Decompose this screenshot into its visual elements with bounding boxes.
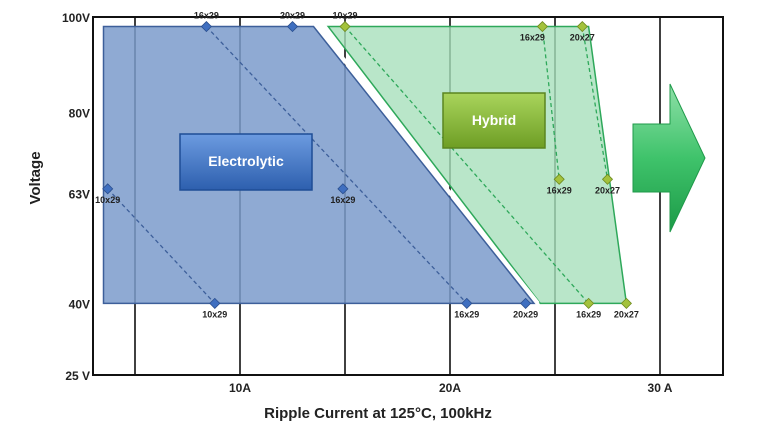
guide-line (205, 26, 468, 304)
data-point-marker (200, 20, 212, 33)
data-point-marker (209, 297, 221, 309)
data-points (102, 20, 632, 309)
y-tick-label: 100V (62, 11, 90, 25)
data-point-label: 10x29 (202, 309, 227, 319)
data-point-marker (536, 20, 548, 33)
data-point-marker (583, 297, 595, 309)
data-point-label: 10x29 (95, 195, 120, 205)
data-point-marker (461, 297, 473, 309)
data-point-label: 20x27 (614, 309, 639, 319)
y-tick-label: 40V (69, 297, 90, 311)
data-point-marker (286, 20, 299, 33)
data-point-marker (337, 183, 349, 195)
hybrid-label-box: Hybrid (442, 92, 546, 149)
data-point-label: 16x29 (454, 309, 479, 319)
data-point-marker (102, 183, 114, 195)
x-tick-label: 20A (439, 381, 461, 395)
electrolytic-label-box: Electrolytic (179, 133, 313, 191)
guide-line (107, 188, 216, 304)
data-point-label: 20x27 (595, 185, 620, 195)
data-point-label: 16x29 (576, 309, 601, 319)
data-point-marker (576, 20, 588, 33)
data-point-label: 16x29 (194, 11, 219, 21)
data-point-marker (553, 173, 565, 185)
data-point-label: 20x27 (570, 33, 595, 43)
x-tick-label: 10A (229, 381, 251, 395)
electrolytic-region (102, 25, 536, 305)
hybrid-label: Hybrid (472, 112, 516, 128)
x-axis-title: Ripple Current at 125°C, 100kHz (264, 405, 492, 422)
y-tick-label: 63V (69, 188, 90, 202)
data-point-label: 20x29 (280, 11, 305, 21)
guide-line (581, 26, 609, 180)
y-tick-label: 25 V (65, 369, 90, 383)
y-tick-label: 80V (69, 106, 90, 120)
data-point-marker (520, 297, 532, 309)
data-point-marker (601, 173, 614, 185)
guide-line (344, 26, 590, 304)
data-point-marker (339, 20, 351, 33)
data-point-label: 16x29 (520, 33, 545, 43)
data-point-label: 20x29 (513, 309, 538, 319)
x-tick-label: 30 A (648, 381, 673, 395)
x-tick-labels: 10A 20A 30 A (229, 381, 673, 395)
data-point-label: 16x29 (330, 195, 355, 205)
y-tick-labels: 100V 80V 63V 40V 25 V (62, 11, 90, 383)
regions (102, 25, 628, 305)
y-axis-title: Voltage (27, 151, 44, 204)
data-point-label: 16x29 (547, 185, 572, 195)
electrolytic-label: Electrolytic (208, 153, 284, 169)
data-point-label: 10x29 (332, 11, 357, 21)
data-point-labels: 16x29 20x29 10x29 16x29 10x29 16x29 20x29 10x29… (95, 11, 639, 320)
data-point-marker (620, 297, 632, 309)
guide-line (541, 26, 560, 180)
region-separator (315, 25, 540, 305)
guide-lines (107, 26, 609, 304)
arrow-right-icon (632, 83, 706, 233)
